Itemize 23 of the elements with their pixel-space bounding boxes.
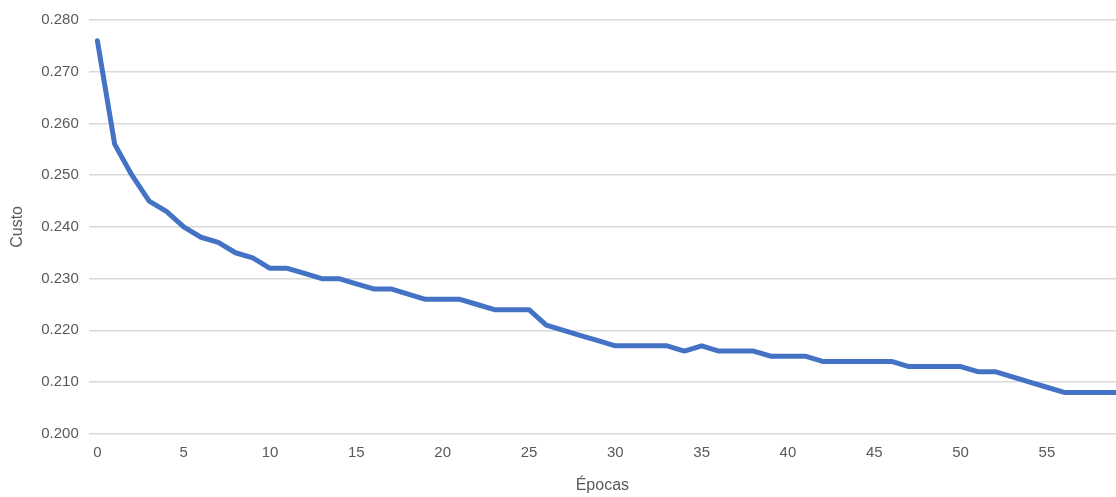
x-axis-title: Épocas bbox=[575, 474, 630, 493]
x-tick-label: 35 bbox=[693, 442, 710, 460]
y-tick-label: 0.280 bbox=[41, 10, 79, 28]
x-tick-label: 50 bbox=[952, 442, 969, 460]
x-tick-label: 20 bbox=[434, 442, 452, 460]
y-tick-label: 0.210 bbox=[41, 372, 79, 390]
y-axis-title: Custo bbox=[8, 205, 26, 248]
y-tick-label: 0.230 bbox=[41, 268, 79, 286]
x-tick-label: 15 bbox=[348, 442, 365, 460]
y-tick-label: 0.260 bbox=[41, 113, 79, 131]
x-tick-label: 5 bbox=[179, 442, 188, 460]
x-tick-label: 55 bbox=[1038, 442, 1056, 460]
y-tick-label: 0.200 bbox=[41, 423, 79, 441]
x-tick-label: 10 bbox=[261, 442, 279, 460]
y-tick-label: 0.270 bbox=[41, 61, 79, 79]
y-tick-label: 0.240 bbox=[41, 217, 79, 235]
x-tick-label: 40 bbox=[779, 442, 797, 460]
x-tick-label: 45 bbox=[865, 442, 883, 460]
y-tick-label: 0.220 bbox=[41, 320, 79, 338]
x-tick-label: 25 bbox=[520, 442, 538, 460]
x-tick-label: 0 bbox=[93, 442, 102, 460]
x-tick-label: 30 bbox=[606, 442, 624, 460]
y-tick-label: 0.250 bbox=[41, 165, 79, 183]
